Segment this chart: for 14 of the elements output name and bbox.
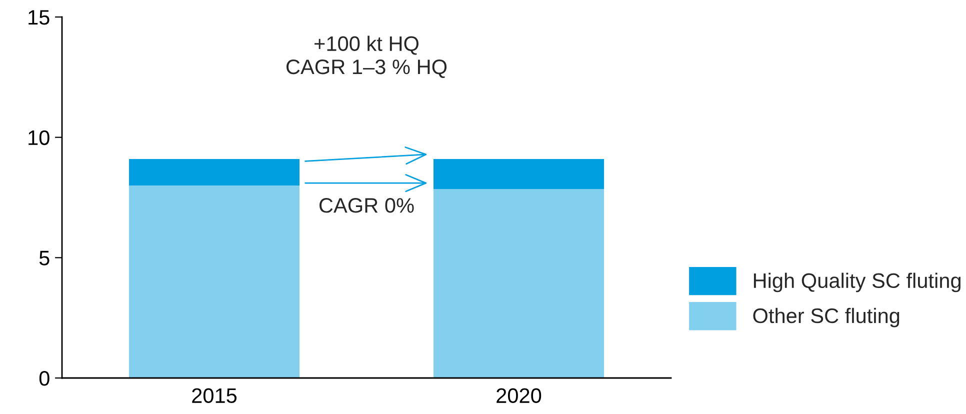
y-tick-label: 15 bbox=[28, 10, 50, 25]
x-tick-label: 2015 bbox=[192, 388, 237, 404]
legend-label: High Quality SC fluting bbox=[754, 272, 960, 292]
x-tick-label: 2020 bbox=[496, 388, 542, 404]
y-tick-label: 5 bbox=[39, 250, 50, 266]
y-tick-label: 0 bbox=[39, 371, 50, 386]
bar bbox=[128, 185, 300, 378]
y-tick-label: 10 bbox=[28, 130, 50, 146]
bar bbox=[128, 158, 300, 186]
bar bbox=[433, 158, 604, 190]
legend-label: Other SC fluting bbox=[753, 308, 900, 328]
annotation: +100 kt HQ CAGR 1–3 % HQ bbox=[286, 36, 447, 78]
bar bbox=[433, 189, 604, 378]
annotation: CAGR 0% bbox=[320, 198, 414, 213]
